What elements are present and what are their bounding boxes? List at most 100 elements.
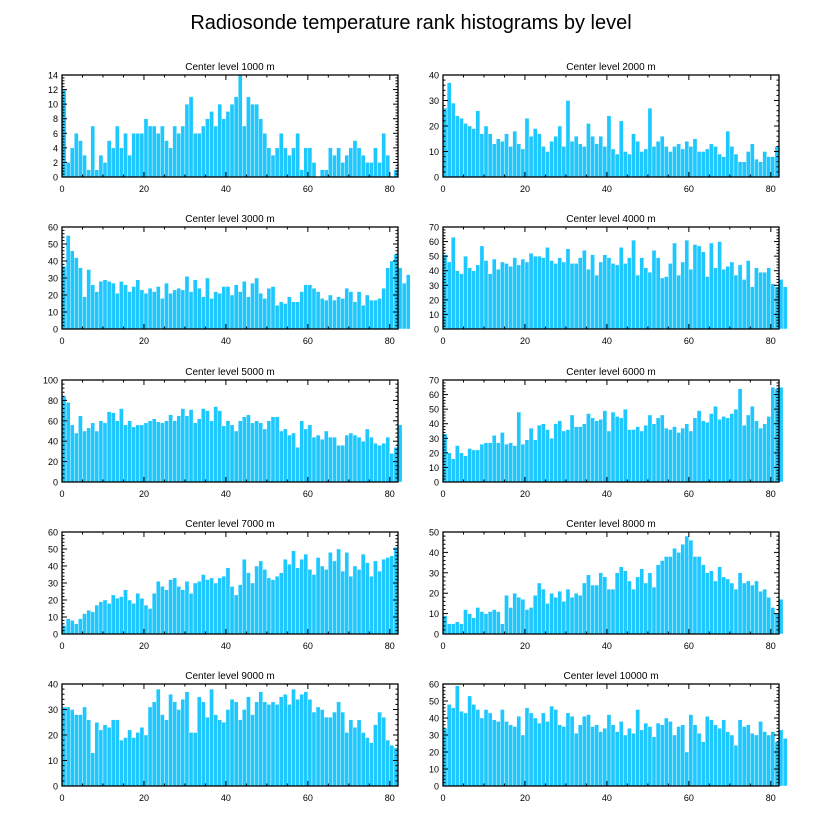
histogram-bar	[217, 719, 223, 787]
histogram-bar	[700, 251, 706, 330]
histogram-bar	[721, 719, 726, 787]
histogram-panel: Center level 10000 m 0 20 40 60 80 0 10 20 30 40 50…	[429, 671, 788, 803]
histogram-bar	[180, 125, 186, 178]
histogram-bar	[225, 420, 231, 483]
histogram-bar	[110, 412, 116, 483]
histogram-bar	[233, 430, 239, 483]
histogram-bar	[332, 560, 337, 635]
histogram-bar	[729, 582, 735, 635]
histogram-bar	[643, 424, 649, 483]
histogram-bar	[250, 714, 255, 787]
y-tick-label: 40	[429, 266, 439, 276]
histogram-bar	[664, 276, 669, 330]
histogram-bar	[733, 153, 739, 178]
histogram-bar	[229, 103, 235, 178]
x-tick-label: 20	[139, 793, 149, 803]
histogram-bar	[270, 416, 276, 483]
histogram-bar	[110, 594, 116, 635]
histogram-bar	[344, 434, 350, 483]
histogram-bar	[618, 417, 624, 483]
histogram-bar	[340, 298, 345, 330]
y-tick-label: 30	[429, 96, 439, 106]
histogram-bar	[627, 429, 632, 483]
histogram-bar	[311, 162, 317, 178]
histogram-bar	[475, 110, 481, 178]
histogram-bar	[344, 552, 350, 635]
histogram-bar	[274, 704, 280, 787]
histogram-bar	[270, 154, 276, 178]
histogram-bar	[139, 598, 145, 635]
histogram-bar	[299, 169, 304, 178]
histogram-bar	[336, 701, 341, 787]
histogram-bar	[582, 146, 587, 178]
histogram-bar	[139, 289, 145, 330]
x-tick-label: 60	[684, 336, 694, 346]
histogram-bar	[524, 609, 530, 635]
histogram-bar	[504, 443, 509, 483]
x-tick-label: 40	[221, 184, 231, 194]
histogram-bar	[524, 707, 530, 787]
histogram-bar	[684, 423, 690, 483]
histogram-bar	[143, 422, 149, 483]
histogram-bar	[635, 426, 640, 483]
histogram-bar	[676, 432, 681, 483]
y-tick-label: 0	[53, 325, 58, 335]
histogram-bar	[303, 284, 309, 330]
histogram-bar	[197, 696, 202, 787]
histogram-bar	[647, 726, 653, 787]
histogram-bar	[627, 728, 632, 787]
y-tick-label: 40	[48, 562, 58, 572]
histogram-bar	[74, 133, 79, 178]
histogram-bar	[672, 734, 677, 787]
histogram-bar	[348, 576, 354, 635]
histogram-bar	[545, 429, 550, 483]
histogram-bar	[373, 560, 378, 635]
histogram-bar	[758, 161, 763, 178]
histogram-bar	[762, 423, 767, 483]
histogram-bar	[741, 424, 747, 483]
y-tick-label: 10	[48, 613, 58, 623]
histogram-bar	[377, 162, 382, 178]
histogram-bar	[143, 293, 149, 330]
y-tick-label: 50	[429, 405, 439, 415]
histogram-bar	[676, 143, 681, 178]
histogram-bar	[266, 577, 272, 635]
x-tick-label: 40	[221, 489, 231, 499]
histogram-bar	[676, 274, 681, 330]
histogram-bar	[643, 267, 649, 330]
histogram-bar	[614, 416, 620, 483]
y-tick-label: 10	[48, 756, 58, 766]
histogram-bar	[635, 141, 640, 178]
histogram-bar	[233, 701, 239, 787]
y-tick-label: 20	[48, 457, 58, 467]
histogram-bar	[184, 276, 190, 330]
histogram-bar	[356, 291, 362, 330]
histogram-bar	[328, 716, 333, 787]
histogram-bar	[471, 449, 476, 483]
histogram-bar	[377, 445, 382, 483]
histogram-bar	[192, 279, 198, 330]
histogram-bar	[356, 569, 362, 635]
histogram-bar	[188, 409, 194, 483]
histogram-bar	[221, 576, 227, 635]
histogram-bar	[164, 719, 169, 787]
histogram-bar	[164, 140, 169, 178]
histogram-bar	[680, 261, 685, 330]
y-tick-label: 0	[53, 478, 58, 488]
histogram-bar	[582, 250, 587, 330]
histogram-bar	[569, 597, 575, 635]
histogram-bar	[750, 143, 755, 178]
histogram-bar	[594, 274, 599, 330]
x-tick-label: 20	[520, 489, 530, 499]
histogram-bar	[324, 169, 329, 178]
histogram-bar	[258, 118, 263, 178]
plot-frame	[442, 226, 780, 330]
histogram-bar	[483, 613, 489, 635]
histogram-bar	[602, 410, 608, 483]
histogram-bar	[450, 458, 456, 483]
histogram-bar	[578, 257, 583, 330]
histogram-bar	[733, 745, 739, 787]
x-tick-label: 40	[602, 489, 612, 499]
histogram-bar	[467, 695, 472, 787]
histogram-bar	[504, 595, 509, 635]
